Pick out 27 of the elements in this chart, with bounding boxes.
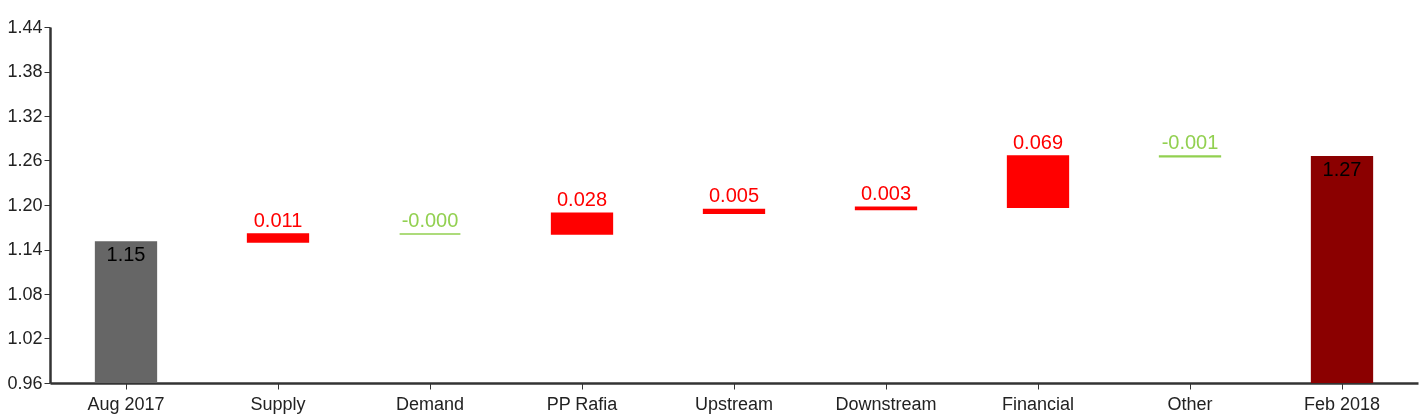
y-tick-label: 1.14: [7, 239, 43, 259]
x-tick-label: Downstream: [835, 393, 937, 414]
data-label: -0.001: [1161, 131, 1219, 154]
data-label: 1.27: [1322, 157, 1362, 180]
data-label: 0.028: [556, 188, 608, 211]
x-tick-label: Supply: [250, 393, 306, 414]
x-tick-label: Financial: [1001, 393, 1075, 414]
y-tick-label: 1.20: [7, 194, 43, 215]
data-label: 0.011: [253, 208, 303, 231]
y-tick-label: 1.02: [7, 328, 43, 348]
data-label: -0.000: [401, 208, 459, 231]
x-tick-label: Upstream: [694, 393, 774, 414]
y-tick-label: 1.38: [7, 61, 43, 81]
y-tick-label: 1.44: [7, 16, 43, 37]
x-tick-label: Aug 2017: [87, 393, 165, 414]
x-tick-label: Other: [1167, 393, 1213, 414]
x-tick-label: Feb 2018: [1303, 393, 1381, 414]
x-tick-label: Demand: [395, 393, 465, 414]
y-tick-label: 1.08: [7, 283, 43, 304]
data-label: 0.069: [1012, 131, 1064, 154]
data-label: 1.15: [106, 243, 146, 266]
y-tick-label: 1.26: [7, 150, 43, 170]
y-tick-label: 0.96: [7, 372, 43, 393]
data-label: 0.005: [708, 184, 760, 207]
data-label: 0.003: [860, 182, 912, 205]
x-tick-label: PP Rafia: [546, 393, 619, 414]
y-tick-label: 1.32: [7, 105, 43, 126]
